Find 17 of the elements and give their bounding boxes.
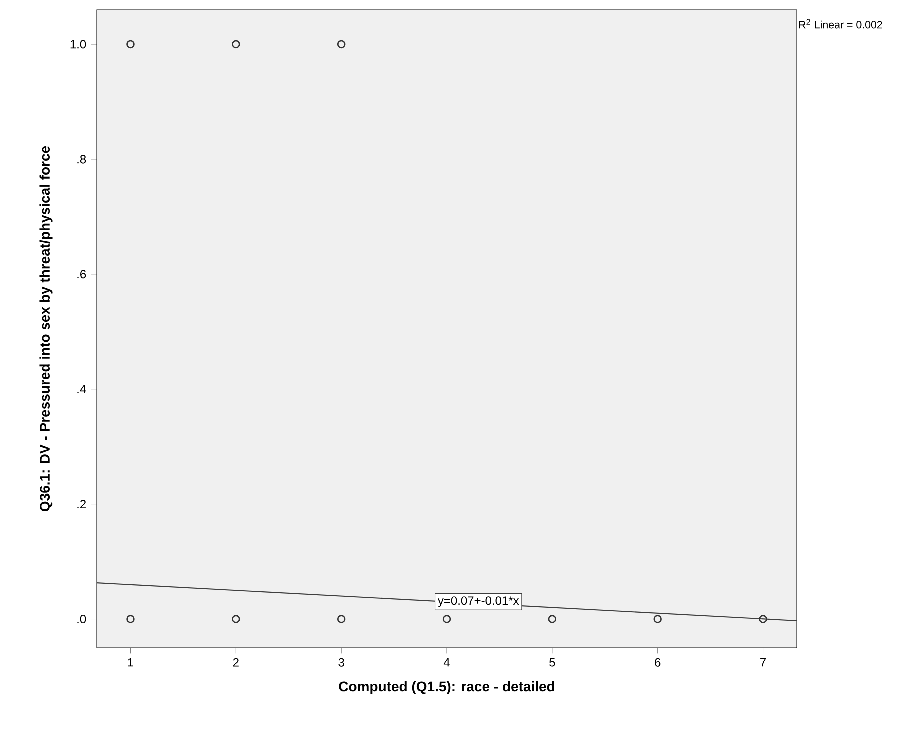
y-tick-label: .2 [78, 500, 86, 508]
x-tick-label: 4 [444, 658, 450, 667]
x-tick-label: 2 [233, 658, 239, 667]
y-tick-label: .0 [78, 615, 86, 624]
y-tick-label: 1.0 [70, 40, 86, 49]
x-tick-label: 6 [655, 658, 661, 667]
y-tick-label: .4 [78, 385, 86, 394]
y-axis-title: Q36.1: DV - Pressured into sex by threat/physical force [40, 146, 53, 512]
annotation: y=0.07+-0.01*x [438, 596, 520, 608]
y-tick-label: .6 [78, 270, 86, 279]
y-tick-label: .8 [78, 155, 86, 164]
text: R$^{2}$ Linear = 0.002 [799, 19, 882, 29]
x-axis-title: Computed (Q1.5): race - detailed [339, 681, 554, 694]
x-tick-label: 5 [550, 658, 556, 667]
x-tick-label: 7 [760, 658, 766, 667]
x-tick-label: 1 [128, 658, 134, 667]
x-tick-label: 3 [338, 658, 344, 667]
